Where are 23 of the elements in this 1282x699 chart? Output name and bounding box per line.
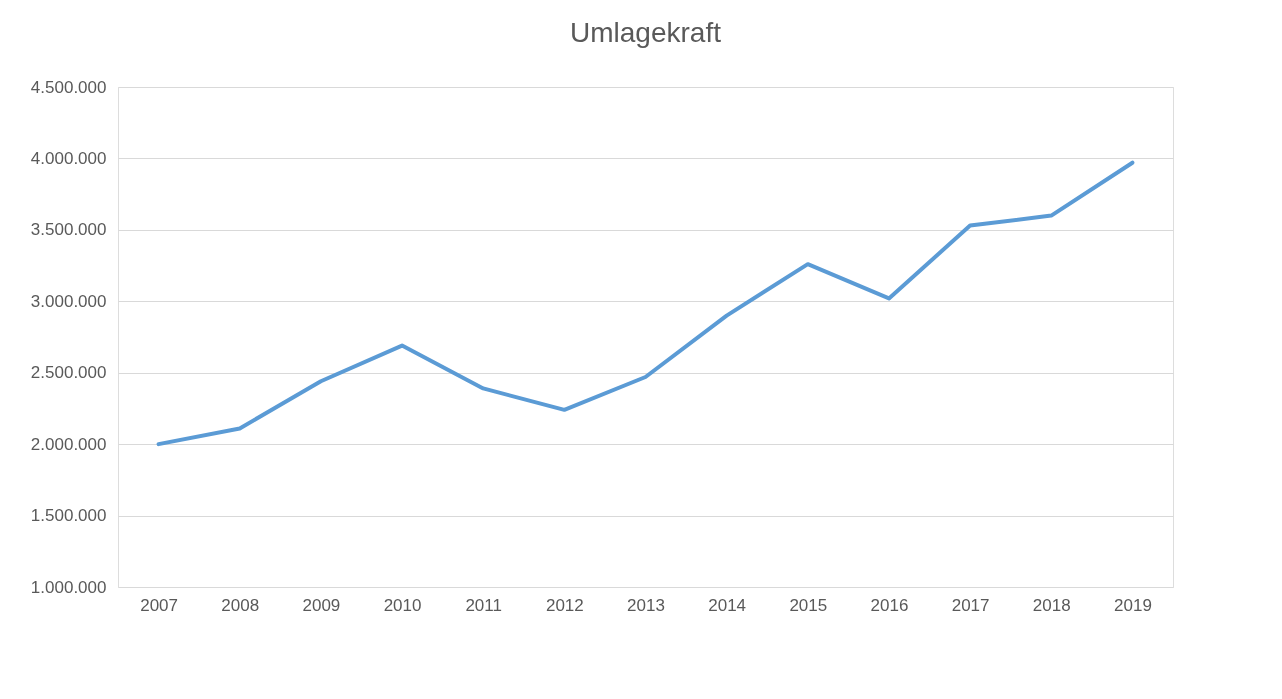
x-tick-label: 2018: [1032, 595, 1071, 615]
y-tick-label: 1.500.000: [30, 506, 107, 526]
line-series: [156, 160, 1135, 447]
chart-title: Umlagekraft: [570, 17, 722, 48]
y-tick-label: 2.500.000: [30, 363, 107, 383]
y-tick-label: 2.000.000: [30, 434, 107, 454]
x-tick-label: 2017: [951, 595, 990, 615]
x-tick-label: 2019: [1114, 595, 1152, 615]
x-tick-label: 2008: [221, 595, 260, 615]
x-tick-label: 2016: [870, 595, 909, 615]
x-tick-label: 2012: [545, 595, 584, 615]
y-tick-label: 3.500.000: [30, 220, 107, 240]
x-tick-label: 2007: [140, 595, 178, 615]
y-tick-label: 3.000.000: [30, 291, 107, 311]
x-tick-label: 2010: [383, 595, 422, 615]
y-tick-label: 1.000.000: [30, 577, 107, 597]
x-tick-label: 2014: [708, 595, 747, 615]
x-tick-label: 2015: [789, 595, 828, 615]
x-tick-label: 2011: [465, 595, 502, 615]
x-tick-label: 2013: [627, 595, 665, 615]
x-tick-label: 2009: [302, 595, 341, 615]
y-tick-label: 4.500.000: [30, 77, 107, 97]
y-tick-label: 4.000.000: [30, 148, 107, 168]
